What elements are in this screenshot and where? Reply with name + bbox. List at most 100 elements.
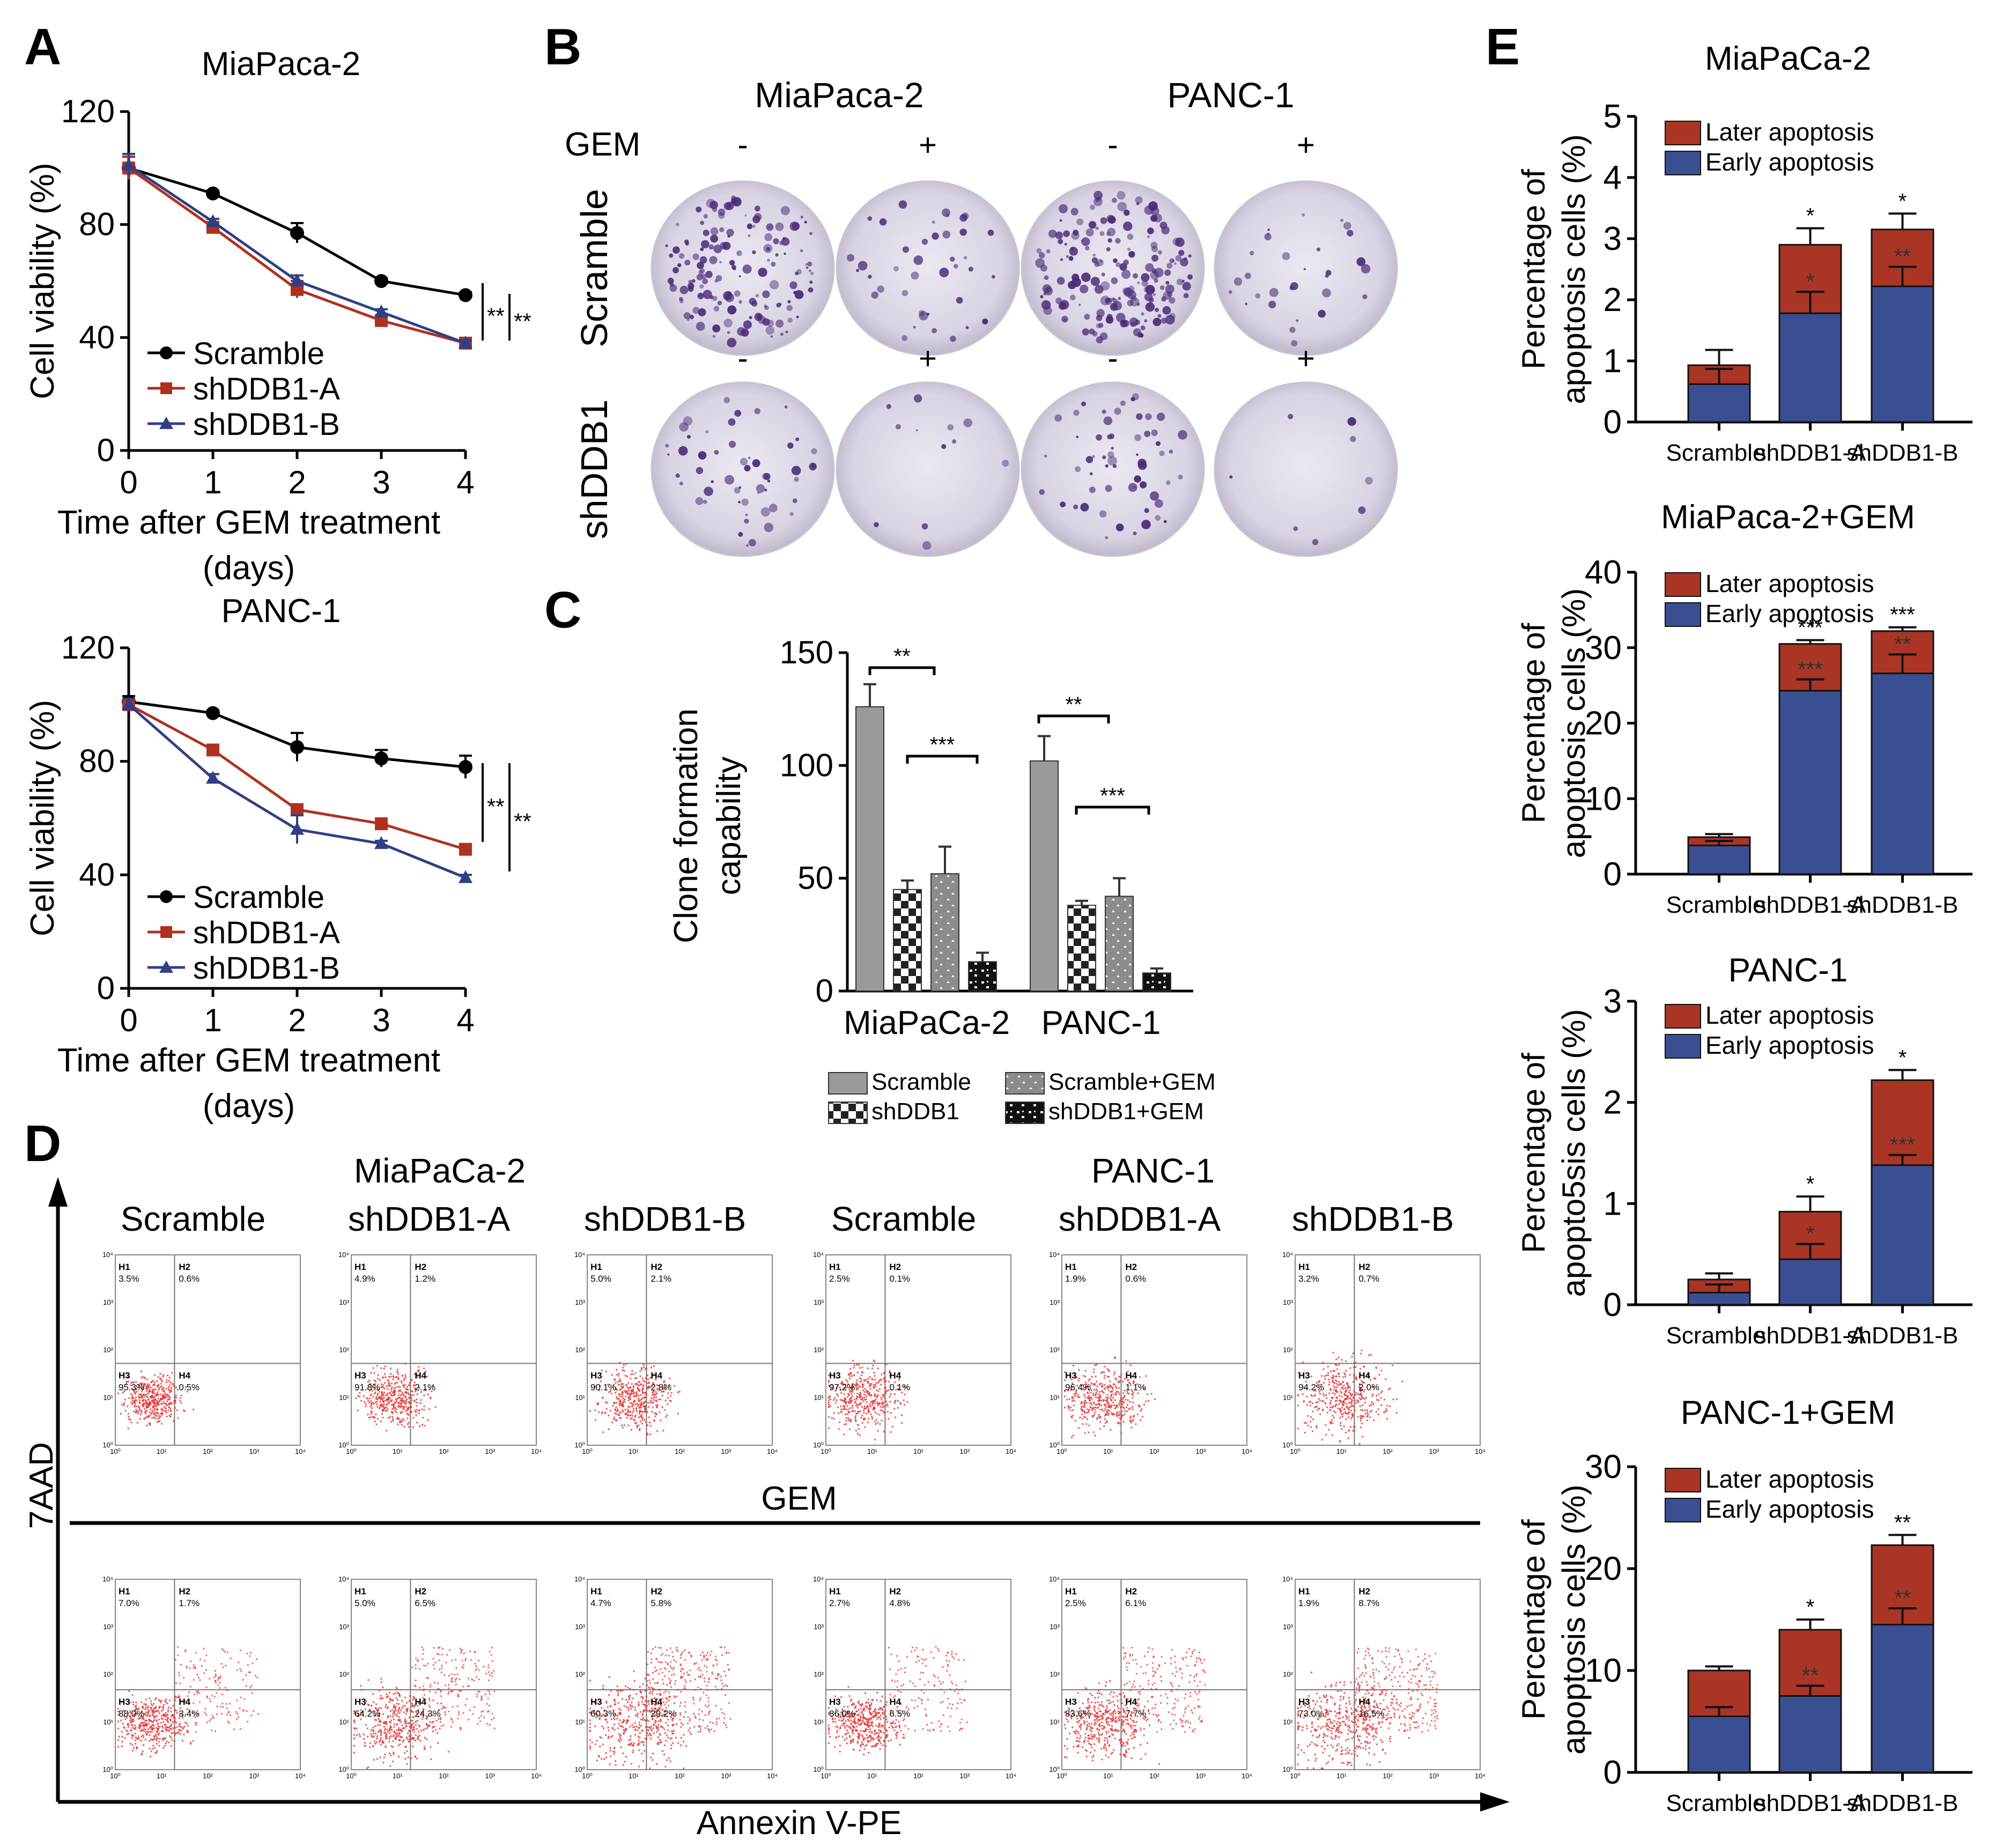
panel-b-row-scramble: Scramble — [573, 189, 615, 348]
flow-event — [149, 1424, 151, 1426]
y-tick-label: 10⁰ — [338, 1765, 349, 1773]
flow-event — [141, 1716, 143, 1718]
flow-event — [1347, 1387, 1349, 1389]
colony — [1358, 506, 1366, 514]
flow-event — [159, 1413, 161, 1415]
flow-event — [420, 1399, 422, 1401]
flow-event — [1132, 1396, 1134, 1399]
quadrant-percent: 2.8% — [651, 1382, 671, 1392]
panel-d-flow-cytometry: MiaPaCa-2 PANC-1 GEM 7AAD Annexin V-PE S… — [23, 1151, 1510, 1842]
y-tick-label: 10⁴ — [1049, 1251, 1060, 1259]
flow-event — [382, 1409, 383, 1411]
flow-event — [164, 1392, 166, 1394]
flow-event — [596, 1760, 598, 1762]
flow-event — [855, 1388, 858, 1391]
flow-event — [193, 1664, 195, 1666]
flow-event — [199, 1679, 201, 1681]
flow-event — [154, 1698, 156, 1701]
flow-event — [143, 1394, 145, 1396]
flow-event — [1329, 1406, 1332, 1408]
flow-event — [829, 1395, 831, 1398]
sig-label: ** — [1065, 693, 1082, 716]
flow-event — [852, 1385, 854, 1387]
flow-event — [418, 1731, 420, 1733]
flow-event — [873, 1372, 875, 1374]
flow-event — [866, 1401, 868, 1403]
flow-event — [864, 1426, 866, 1428]
flow-event — [245, 1674, 247, 1676]
flow-event — [428, 1706, 431, 1708]
quadrant-percent: 6.5% — [415, 1598, 435, 1608]
series-line-shddb1-b — [128, 164, 466, 345]
flow-event — [602, 1743, 604, 1746]
flow-event — [864, 1391, 866, 1393]
flow-event — [1118, 1411, 1120, 1414]
flow-event — [393, 1389, 395, 1391]
flow-event — [401, 1730, 403, 1732]
y-tick-label: 10⁴ — [338, 1251, 349, 1259]
flow-event — [166, 1714, 168, 1716]
flow-event — [196, 1692, 198, 1695]
flow-event — [1306, 1404, 1309, 1406]
flow-event — [175, 1394, 177, 1396]
flow-event — [1339, 1409, 1341, 1411]
flow-event — [1364, 1409, 1366, 1411]
legend-swatch — [828, 1072, 868, 1095]
flow-event — [230, 1714, 232, 1716]
quadrant-name: H2 — [889, 1262, 901, 1272]
flow-event — [401, 1405, 403, 1407]
flow-event — [143, 1403, 145, 1405]
quadrant-percent: 95.3% — [119, 1382, 144, 1392]
flow-event — [432, 1727, 434, 1729]
flow-event — [174, 1734, 176, 1735]
flow-event — [647, 1734, 649, 1736]
flow-event — [440, 1689, 442, 1691]
colony — [1092, 455, 1095, 458]
flow-event — [1106, 1368, 1109, 1370]
flow-event — [390, 1383, 393, 1385]
flow-event — [876, 1395, 878, 1397]
colony — [1124, 209, 1130, 216]
flow-event — [178, 1724, 180, 1726]
colony — [1157, 314, 1162, 318]
flow-event — [634, 1729, 636, 1731]
flow-event — [145, 1725, 147, 1727]
flow-event — [376, 1401, 378, 1403]
flow-event — [598, 1717, 601, 1719]
flow-event — [657, 1708, 659, 1710]
flow-event — [863, 1418, 865, 1421]
legend-swatch — [1005, 1102, 1045, 1124]
colony — [1090, 204, 1095, 210]
flow-event — [627, 1414, 629, 1416]
flow-event — [395, 1692, 397, 1694]
flow-event — [417, 1376, 419, 1378]
flow-event — [434, 1729, 437, 1731]
flow-event — [167, 1409, 169, 1411]
flow-event — [1072, 1398, 1074, 1400]
flow-event — [396, 1712, 398, 1714]
flow-event — [1338, 1381, 1340, 1383]
y-tick-label: 10¹ — [339, 1718, 349, 1726]
legend-marker — [159, 960, 173, 973]
flow-event — [1090, 1407, 1092, 1409]
colony — [752, 225, 756, 228]
flow-event — [634, 1422, 636, 1424]
flow-event — [1104, 1408, 1106, 1410]
colony — [1069, 247, 1078, 256]
flow-event — [1117, 1422, 1119, 1424]
quadrant-percent: 7.0% — [119, 1598, 139, 1608]
flow-event — [849, 1407, 851, 1409]
flow-event — [373, 1735, 375, 1738]
flow-event — [168, 1388, 170, 1390]
colony — [760, 507, 771, 517]
flow-event — [631, 1415, 633, 1417]
flow-event — [1338, 1364, 1340, 1366]
flow-event — [164, 1410, 166, 1412]
flow-event — [169, 1381, 172, 1384]
flow-event — [355, 1397, 357, 1399]
flow-event — [455, 1678, 457, 1680]
point-scramble — [374, 274, 388, 288]
flow-event — [873, 1408, 875, 1410]
flow-event — [353, 1751, 355, 1754]
flow-event — [396, 1723, 398, 1725]
